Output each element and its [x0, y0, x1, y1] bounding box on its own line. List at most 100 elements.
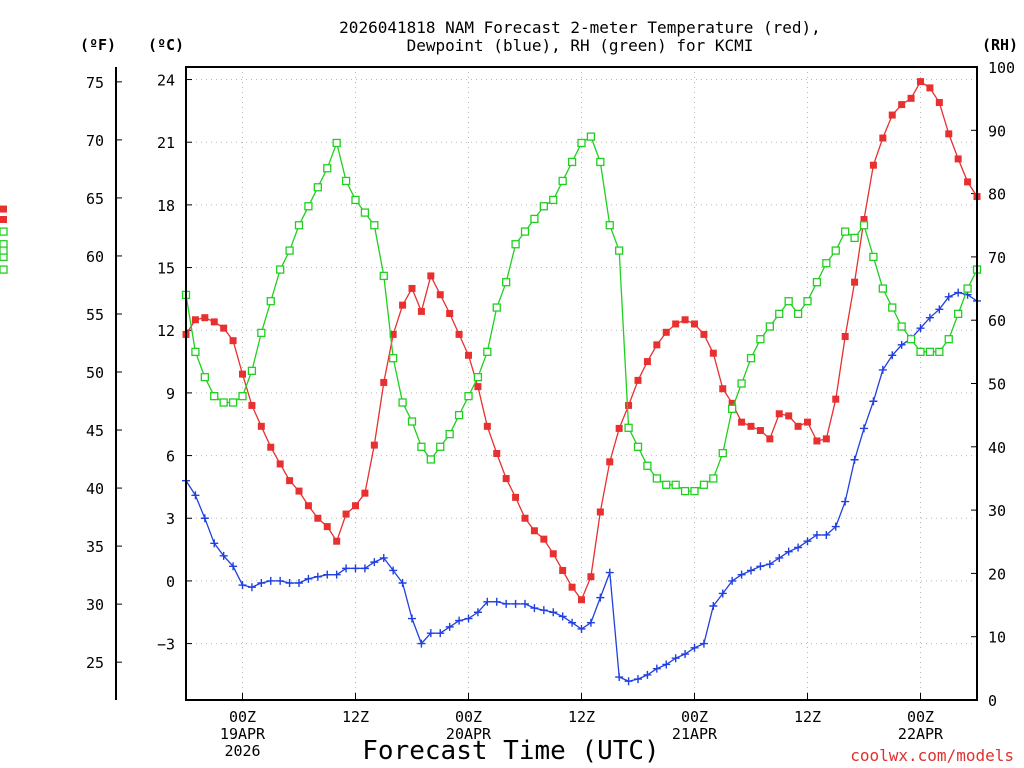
data-point [869, 397, 878, 406]
data-point [559, 566, 567, 574]
time-tick-label: 20APR [446, 725, 492, 743]
data-point [747, 566, 755, 575]
data-point [0, 205, 7, 213]
data-point [436, 291, 444, 299]
data-point [578, 596, 585, 604]
celsius-tick-label: 18 [157, 197, 175, 215]
data-point [605, 568, 614, 577]
data-point [888, 303, 897, 312]
data-point [850, 233, 859, 243]
plot-frame [185, 66, 978, 701]
data-point [804, 418, 811, 426]
data-point [210, 392, 219, 401]
data-point [417, 639, 426, 648]
data-point [436, 442, 445, 451]
data-point [728, 576, 737, 585]
data-point [917, 78, 924, 86]
data-point [549, 195, 558, 205]
data-point [266, 297, 275, 306]
data-point [530, 527, 538, 535]
data-point [963, 284, 972, 293]
series-rh [0, 132, 982, 496]
data-point [511, 599, 520, 608]
data-point [417, 442, 426, 451]
data-point [483, 347, 492, 357]
data-point [596, 157, 605, 167]
data-point [323, 570, 332, 579]
data-point [417, 307, 425, 315]
rh-tick-label: 50 [988, 376, 1006, 394]
data-point [699, 639, 708, 648]
data-point [831, 246, 840, 255]
data-point [709, 601, 718, 610]
data-point [766, 435, 774, 443]
data-point [304, 502, 312, 510]
data-point [898, 101, 906, 109]
rh-tick-label: 90 [988, 122, 1006, 140]
data-point [276, 576, 285, 585]
data-point [869, 161, 877, 169]
celsius-tick-label: 15 [157, 260, 175, 278]
data-point [822, 530, 831, 539]
data-point [191, 316, 199, 324]
celsius-tick-label: 24 [157, 72, 175, 90]
data-point [756, 562, 765, 571]
rh-tick-label: 40 [988, 439, 1006, 457]
data-point [615, 673, 624, 682]
fahrenheit-tick-label: 50 [86, 364, 104, 382]
data-point [878, 284, 887, 293]
data-point [295, 487, 303, 495]
data-point [643, 358, 651, 366]
celsius-unit-label: (ºC) [148, 36, 184, 54]
data-point [690, 643, 699, 652]
gridlines [186, 67, 977, 700]
data-point [351, 195, 360, 205]
data-point [822, 259, 831, 268]
data-point [379, 271, 388, 281]
fahrenheit-tick-label: 25 [86, 654, 104, 672]
data-point [473, 373, 483, 382]
data-point [954, 288, 963, 297]
data-point [407, 417, 417, 426]
data-point [690, 486, 699, 496]
fahrenheit-tick-label: 65 [86, 190, 104, 208]
data-point [615, 424, 623, 432]
rh-tick-label: 30 [988, 502, 1006, 520]
data-point [897, 322, 906, 331]
data-point [257, 422, 265, 430]
data-point [426, 629, 435, 638]
data-point [841, 497, 850, 506]
data-point [935, 347, 944, 357]
data-point [879, 134, 887, 142]
data-point [634, 675, 642, 684]
data-point [897, 340, 906, 349]
data-point [229, 337, 237, 345]
data-point [775, 309, 784, 319]
data-point [606, 458, 614, 466]
data-point [709, 474, 718, 483]
data-point [276, 265, 285, 274]
data-point [850, 455, 859, 464]
data-point [191, 491, 200, 500]
data-point [944, 335, 953, 344]
data-point [596, 593, 605, 602]
time-tick-label: 12Z [568, 708, 595, 726]
data-point [737, 379, 746, 388]
data-point [700, 330, 708, 338]
data-point [851, 278, 859, 286]
data-point [586, 618, 595, 627]
fahrenheit-unit-label: (ºF) [80, 36, 116, 54]
fahrenheit-tick-label: 35 [86, 538, 104, 556]
data-point [483, 597, 492, 606]
time-tick-label: 12Z [342, 708, 369, 726]
data-point [624, 423, 633, 432]
data-point [568, 618, 577, 627]
data-point [549, 608, 558, 617]
data-point [878, 365, 887, 374]
data-point [248, 401, 256, 409]
data-point [681, 650, 690, 659]
data-point [351, 564, 360, 573]
credit-text: coolwx.com/models [850, 746, 1014, 765]
data-point [511, 240, 520, 249]
time-tick-label: 22APR [898, 725, 944, 743]
